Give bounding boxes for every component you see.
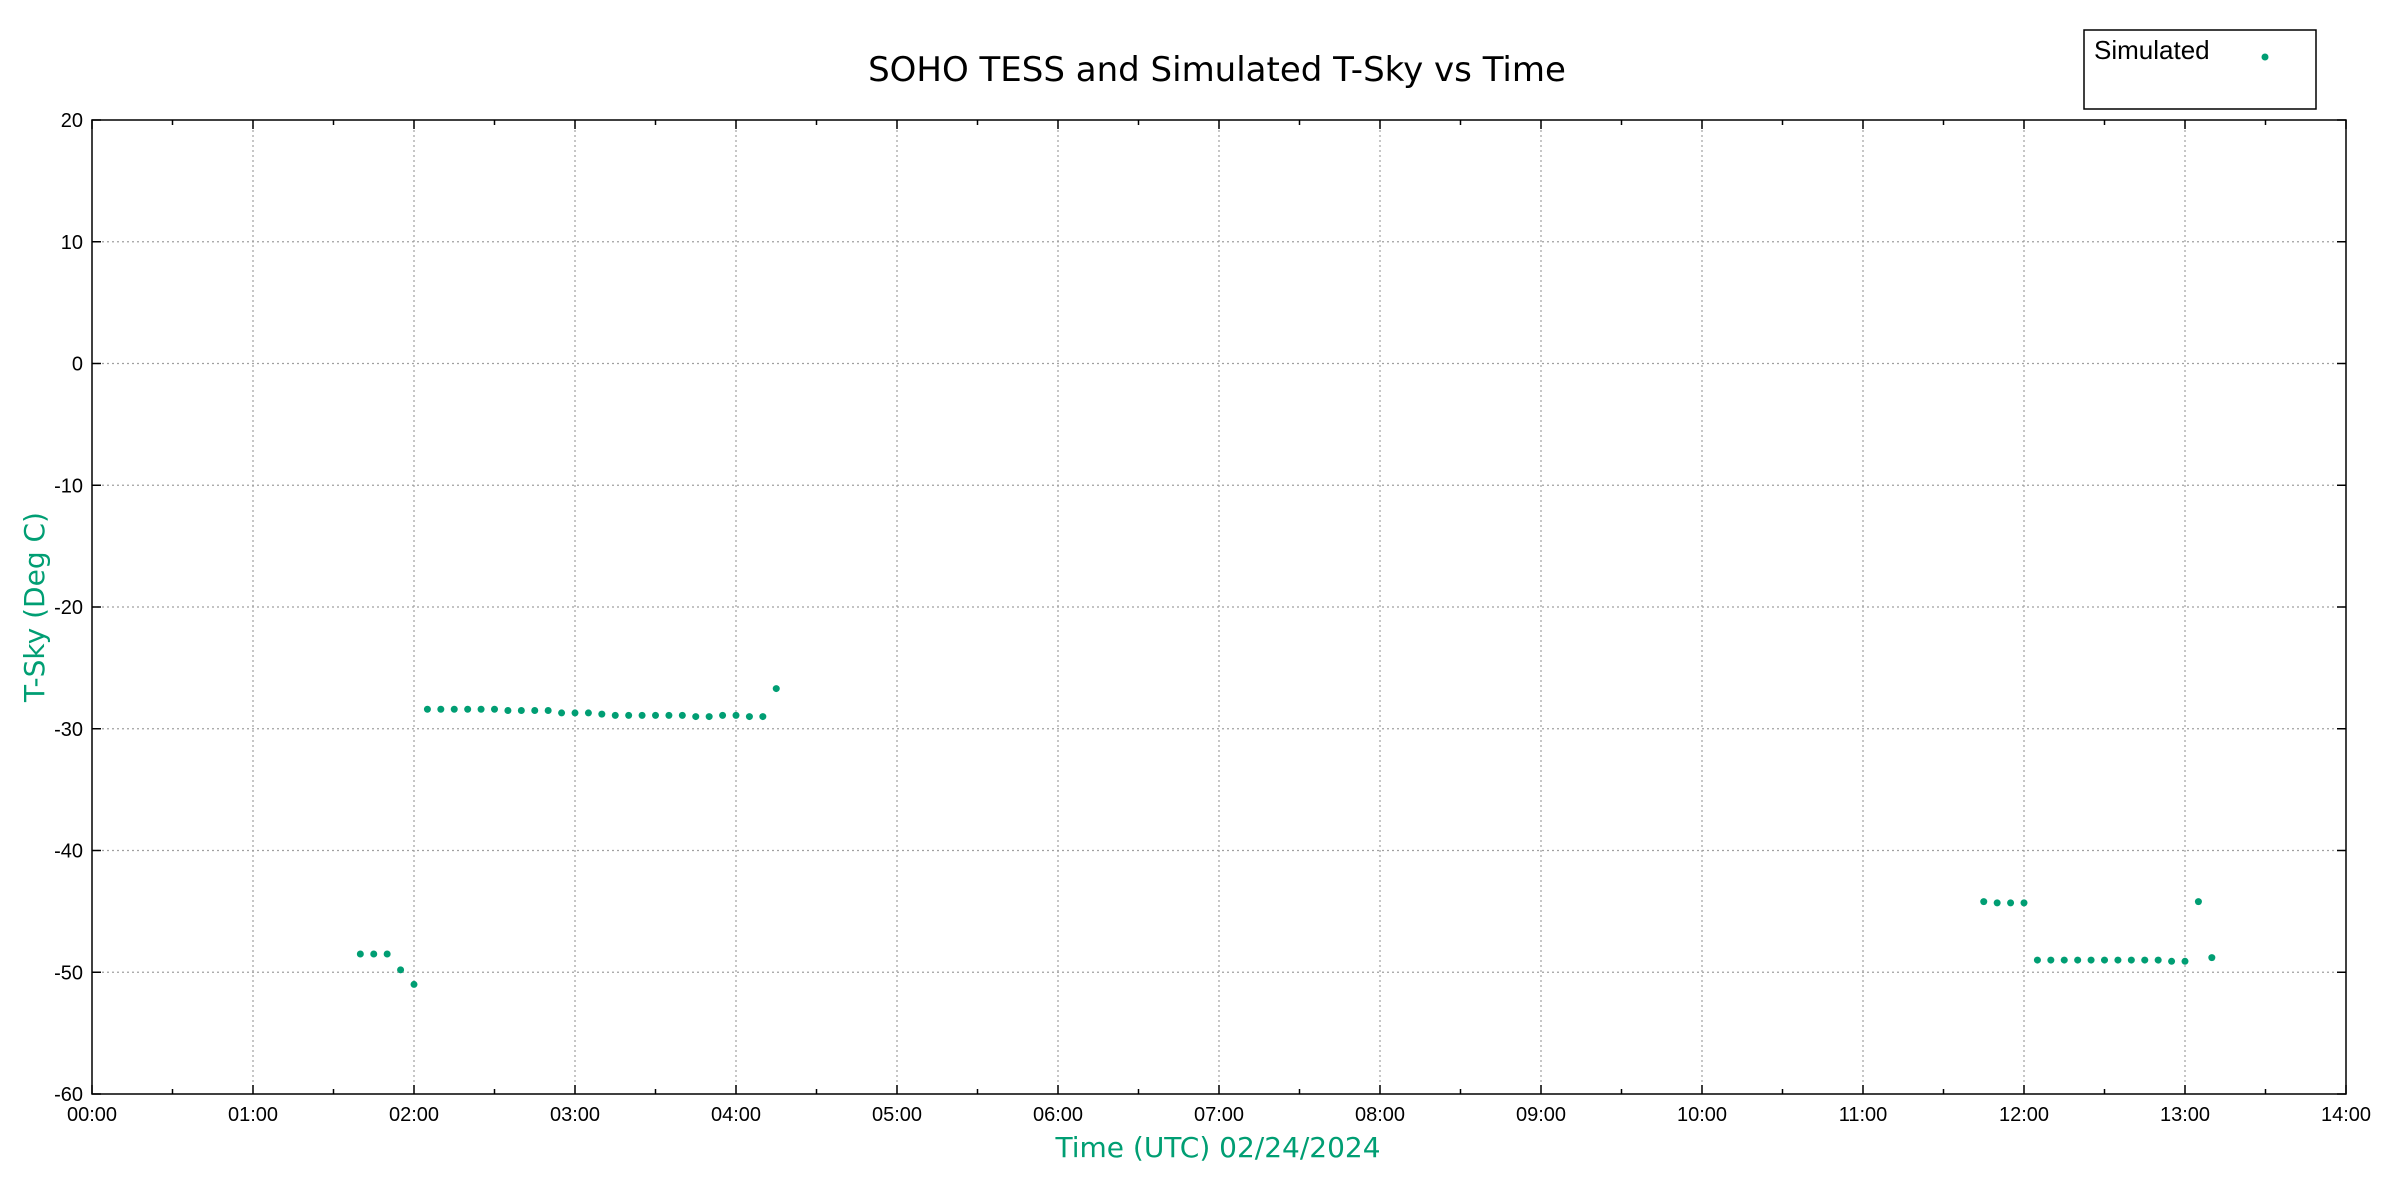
x-tick-label: 14:00 xyxy=(2321,1104,2371,1126)
data-point xyxy=(517,706,525,714)
data-point xyxy=(571,709,579,717)
y-tick-label: 20 xyxy=(61,110,83,132)
x-tick-label: 02:00 xyxy=(389,1104,439,1126)
data-point xyxy=(383,950,391,958)
data-points xyxy=(356,685,2216,988)
data-point xyxy=(719,711,727,719)
data-point xyxy=(2020,899,2028,907)
data-point xyxy=(2208,954,2216,962)
data-point xyxy=(732,711,740,719)
data-point xyxy=(437,705,445,713)
x-tick-label: 04:00 xyxy=(711,1104,761,1126)
grid xyxy=(92,120,2346,1094)
data-point xyxy=(477,705,485,713)
data-point xyxy=(678,711,686,719)
data-point xyxy=(692,713,700,721)
y-tick-label: -30 xyxy=(54,719,83,741)
data-point xyxy=(491,705,498,713)
data-point xyxy=(2101,956,2108,964)
x-tick-label: 11:00 xyxy=(1839,1104,1888,1126)
y-tick-label: -40 xyxy=(54,841,83,863)
data-point xyxy=(2141,956,2149,964)
data-point xyxy=(772,685,780,693)
data-point xyxy=(2168,957,2176,965)
data-point xyxy=(2060,956,2068,964)
data-point xyxy=(598,710,606,718)
data-point xyxy=(504,706,512,714)
x-tick-label: 05:00 xyxy=(872,1104,922,1126)
x-tick-label: 08:00 xyxy=(1355,1104,1405,1126)
y-tick-label: 0 xyxy=(72,354,83,376)
data-point xyxy=(2127,956,2135,964)
data-point xyxy=(745,713,753,721)
chart-title: SOHO TESS and Simulated T-Sky vs Time xyxy=(868,50,1566,90)
y-tick-label: -50 xyxy=(54,962,83,984)
x-tick-label: 07:00 xyxy=(1194,1104,1244,1126)
data-point xyxy=(370,950,378,958)
legend: Simulated xyxy=(2083,29,2317,110)
data-point xyxy=(464,705,472,713)
data-point xyxy=(2181,957,2189,965)
data-point xyxy=(1980,898,1988,906)
data-point xyxy=(397,966,405,974)
x-tick-label: 12:00 xyxy=(1999,1104,2049,1126)
axis-ticks xyxy=(91,119,2347,1095)
x-tick-label: 03:00 xyxy=(550,1104,600,1126)
data-point xyxy=(2114,956,2122,964)
data-point xyxy=(450,705,458,713)
data-point xyxy=(2194,898,2202,906)
data-point xyxy=(410,980,418,988)
data-point xyxy=(2033,956,2041,964)
x-axis-tick-labels: 00:00 01:00 02:00 03:00 04:00 05:00 06:00 07:00… xyxy=(67,1104,2371,1126)
data-point xyxy=(531,706,539,714)
data-point xyxy=(705,713,713,721)
data-point xyxy=(2047,956,2055,964)
x-tick-label: 06:00 xyxy=(1033,1104,1083,1126)
data-point xyxy=(759,713,767,721)
y-tick-label: 10 xyxy=(61,232,83,254)
data-point xyxy=(2154,956,2162,964)
data-point xyxy=(423,705,431,713)
legend-label: Simulated xyxy=(2094,35,2210,65)
data-point xyxy=(625,711,633,719)
data-point xyxy=(2007,899,2015,907)
data-point xyxy=(652,711,659,719)
x-tick-label: 13:00 xyxy=(2160,1104,2210,1126)
data-point xyxy=(2074,956,2082,964)
x-tick-label: 10:00 xyxy=(1677,1104,1727,1126)
data-point xyxy=(665,711,673,719)
x-tick-label: 00:00 xyxy=(67,1104,117,1126)
y-axis-label: T-Sky (Deg C) xyxy=(18,512,51,703)
y-tick-label: -20 xyxy=(54,597,83,619)
x-tick-label: 01:00 xyxy=(228,1104,278,1126)
data-point xyxy=(356,950,364,958)
data-point xyxy=(584,709,592,717)
data-point xyxy=(558,709,566,717)
data-point xyxy=(544,706,552,714)
y-tick-label: -60 xyxy=(54,1084,83,1106)
legend-box xyxy=(2083,29,2317,110)
y-tick-label: -10 xyxy=(54,475,83,497)
data-point xyxy=(1993,899,2001,907)
legend-marker xyxy=(2261,53,2269,61)
data-point xyxy=(611,711,619,719)
x-tick-label: 09:00 xyxy=(1516,1104,1566,1126)
data-point xyxy=(638,711,646,719)
y-axis-tick-labels: 20 10 0 -10 -20 -30 -40 -50 -60 xyxy=(54,110,83,1106)
data-point xyxy=(2087,956,2095,964)
x-axis-label: Time (UTC) 02/24/2024 xyxy=(1054,1131,1380,1164)
